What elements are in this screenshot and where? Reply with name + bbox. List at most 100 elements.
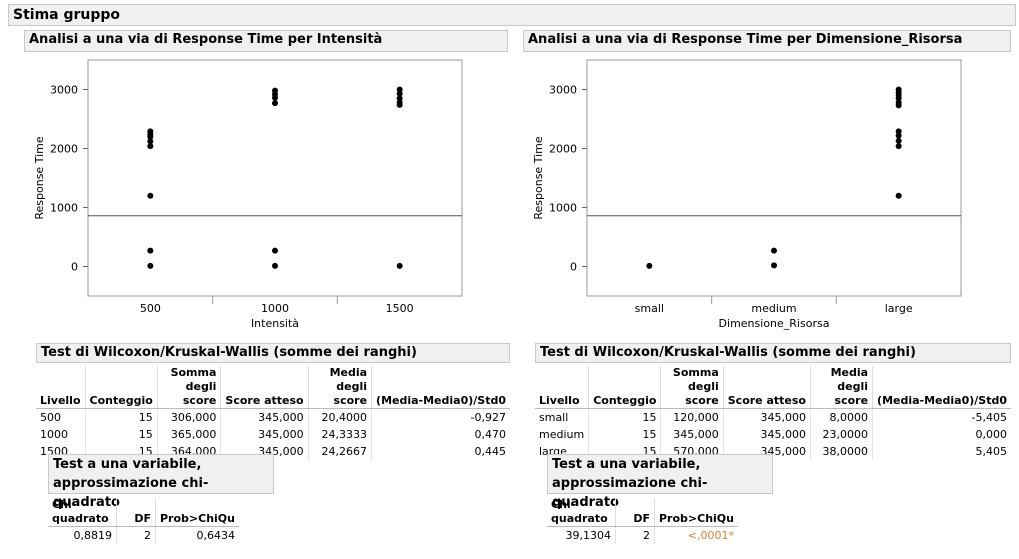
chisq-table-intensita: Chi-quadrato DF Prob>ChiQu 0,8819 2 0,64… [48,498,239,544]
y-tick-label: 0 [71,261,78,274]
y-tick-label: 3000 [50,84,78,97]
col-livello: Livello [535,366,590,409]
data-point [895,132,902,139]
table-row: medium 15 345,000 345,000 23,0000 0,000 [535,426,1011,443]
chisq-title-line1: Test a una variabile, [552,457,701,472]
col-std: (Media-Media0)/Std0 [371,366,510,409]
cell: 23,0000 [810,426,874,443]
data-point [396,101,403,108]
col-chi-quadrato: Chi-quadrato [48,498,117,527]
x-tick-label: 500 [140,302,161,315]
wilcoxon-title-dimensione[interactable]: Test di Wilcoxon/Kruskal-Wallis (somme d… [535,343,1011,363]
cell: 24,3333 [308,426,373,443]
y-tick-label: 3000 [549,84,577,97]
cell: 345,000 [723,408,811,426]
wilcoxon-table-intensita: Livello Conteggio Somma degli score Scor… [36,366,510,460]
data-point [895,137,902,144]
cell: 15 [85,426,158,443]
table-row: 1000 15 365,000 345,000 24,3333 0,470 [36,426,510,443]
x-tick-label: 1000 [261,302,289,315]
y-tick-label: 1000 [549,202,577,215]
chisq-title-intensita[interactable]: Test a una variabile, approssimazione ch… [48,454,274,510]
data-point [147,133,154,140]
cell: -5,405 [971,411,1007,424]
cell: 1000 [36,426,86,443]
table-row: small 15 120,000 345,000 8,0000 -5,405 [535,408,1011,426]
panel-title-intensita[interactable]: Analisi a una via di Response Time per I… [24,30,508,52]
cell: 8,0000 [810,408,874,426]
col-df: DF [116,498,156,527]
chisq-title-line1: Test a una variabile, [53,457,202,472]
cell: 120,000 [660,408,724,426]
col-prob: Prob>ChiQu [155,498,239,527]
wilcoxon-table-dimensione: Livello Conteggio Somma degli score Scor… [535,366,1011,460]
cell: 0,470 [474,428,507,441]
col-somma: Somma degli score [157,366,222,409]
x-axis-label: Dimensione_Risorsa [719,317,830,330]
data-point [396,262,403,269]
cell: 20,4000 [308,408,373,426]
data-point [272,100,278,107]
cell: 15 [588,408,662,426]
report-title[interactable]: Stima gruppo [8,4,1016,26]
chisq-table-dimensione: Chi-quadrato DF Prob>ChiQu 39,1304 2 <,0… [547,498,738,544]
x-axis-label: Intensità [251,317,299,330]
cell: 0,8819 [48,526,117,544]
data-point [147,262,154,269]
table-row: 500 15 306,000 345,000 20,4000 -0,927 [36,408,510,426]
data-point [272,262,278,269]
cell: 0,6434 [196,529,236,542]
cell: 345,000 [723,426,811,443]
y-axis-label: Response Time [532,136,545,219]
panel-title-dimensione[interactable]: Analisi a una via di Response Time per D… [523,30,1011,52]
cell: 38,0000 [810,443,874,460]
data-point [272,94,278,101]
cell: 500 [36,408,86,426]
data-point [396,86,403,93]
table-row: 0,8819 2 0,6434 [48,526,239,544]
y-tick-label: 2000 [549,143,577,156]
col-media: Media degli score [810,366,874,409]
data-point [895,143,902,150]
col-conteggio: Conteggio [85,366,158,409]
cell: 2 [116,526,156,544]
data-point [147,247,154,254]
data-point [272,247,278,254]
x-tick-label: large [885,302,913,315]
cell: medium [535,426,590,443]
data-point [895,95,902,102]
cell: 15 [85,408,158,426]
col-chi-quadrato: Chi-quadrato [547,498,616,527]
wilcoxon-title-intensita[interactable]: Test di Wilcoxon/Kruskal-Wallis (somme d… [36,343,510,363]
data-point [646,262,653,269]
y-tick-label: 1000 [50,202,78,215]
cell: 306,000 [157,408,222,426]
data-point [147,192,154,199]
scatter-chart-dimensione: 0 1000 2000 3000 small medium large Dimensione_… [532,59,962,330]
data-point [771,247,777,254]
data-point [771,262,777,269]
x-tick-label: medium [751,302,796,315]
cell: 365,000 [157,426,222,443]
col-std: (Media-Media0)/Std0 [872,366,1011,409]
chisq-title-dimensione[interactable]: Test a una variabile, approssimazione ch… [547,454,773,510]
cell: 2 [615,526,655,544]
table-row: 39,1304 2 <,0001* [547,526,738,544]
scatter-chart-intensita: 0 1000 2000 3000 500 1000 1500 Intensità Respons… [33,59,463,330]
y-tick-label: 2000 [50,143,78,156]
data-point [895,192,902,199]
col-score-atteso: Score atteso [220,366,309,409]
data-point [895,128,902,135]
y-tick-label: 0 [570,261,577,274]
data-point [396,90,403,97]
p-value-significant: <,0001* [687,529,734,542]
col-somma: Somma degli score [660,366,724,409]
cell: -0,927 [470,411,506,424]
data-point [895,102,902,109]
plot-frame [586,59,962,297]
cell: small [535,408,590,426]
data-point [396,95,403,102]
col-media: Media degli score [308,366,373,409]
data-point [147,138,154,145]
cell: 345,000 [220,426,309,443]
